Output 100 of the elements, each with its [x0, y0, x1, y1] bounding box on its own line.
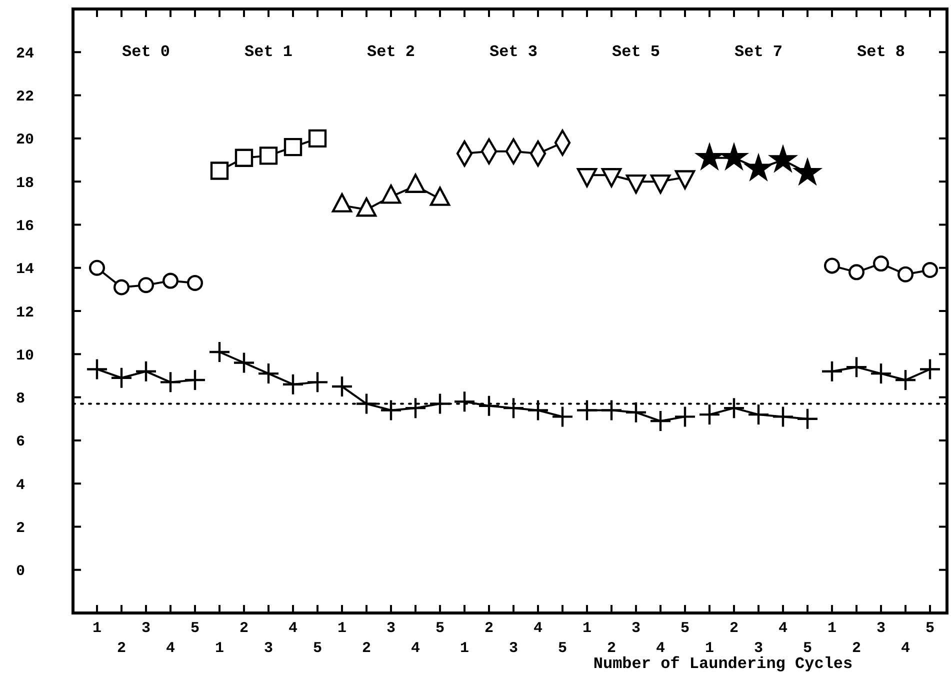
x-tick-label: 3	[264, 640, 274, 657]
x-tick-label: 3	[386, 620, 396, 637]
x-tick-label: 2	[729, 620, 739, 637]
annotation: Set 5	[612, 43, 660, 61]
y-tick-label: 14	[16, 261, 34, 278]
x-tick-label: 4	[900, 640, 910, 657]
x-tick-label: 4	[410, 640, 420, 657]
point	[918, 358, 942, 380]
x-tick-label: 2	[239, 620, 249, 637]
x-tick-label: 4	[656, 640, 666, 657]
point	[259, 146, 278, 165]
point	[86, 358, 108, 380]
point	[208, 340, 231, 364]
point	[722, 396, 746, 420]
x-tick-label: 2	[852, 640, 862, 657]
x-tick-label: 2	[606, 640, 616, 657]
x-tick-label: 1	[214, 640, 224, 657]
y-tick-label: 18	[16, 174, 34, 192]
point	[576, 399, 598, 422]
point	[330, 375, 354, 398]
point	[88, 260, 106, 276]
point	[747, 403, 770, 426]
x-tick-label: 5	[680, 620, 690, 637]
x-tick-label: 4	[288, 620, 298, 637]
point	[502, 396, 525, 420]
x-tick-label: 3	[508, 640, 518, 657]
x-tick-label: 3	[631, 620, 641, 637]
x-tick-label: 5	[435, 620, 445, 637]
x-tick-label: 1	[704, 640, 714, 657]
point	[674, 406, 696, 428]
point	[282, 373, 304, 396]
point	[894, 368, 917, 392]
annotation: Set 1	[244, 43, 293, 61]
x-tick-label: 4	[778, 620, 788, 637]
point	[897, 266, 914, 282]
x-tick-label: 3	[754, 640, 764, 657]
point	[138, 277, 154, 294]
point	[848, 264, 865, 280]
point	[234, 148, 254, 167]
x-tick-label: 1	[460, 640, 470, 657]
x-tick-label: 2	[362, 640, 372, 657]
y-tick-label: 16	[16, 218, 34, 235]
y-tick-label: 0	[16, 563, 26, 580]
point	[820, 360, 844, 382]
point	[113, 279, 130, 296]
annotation: Set 2	[366, 43, 416, 61]
x-tick-label: 5	[925, 620, 935, 637]
annotation: Set 8	[856, 43, 906, 61]
annotation: Set 3	[489, 43, 538, 61]
y-tick-label: 10	[16, 347, 34, 364]
y-tick-label: 24	[16, 45, 34, 62]
y-tick-label: 20	[16, 132, 34, 149]
y-tick-label: 8	[16, 390, 26, 408]
x-tick-label: 1	[337, 620, 347, 637]
x-tick-label: 5	[802, 640, 812, 657]
x-axis-title: Number of Laundering Cycles	[593, 655, 853, 673]
x-tick-label: 4	[533, 620, 543, 637]
point	[232, 352, 256, 374]
point	[306, 371, 329, 394]
y-tick-label: 4	[16, 476, 26, 494]
x-tick-label: 5	[312, 640, 322, 657]
point	[600, 399, 623, 422]
point	[308, 129, 327, 148]
point	[845, 356, 868, 378]
x-tick-label: 3	[141, 620, 151, 637]
y-tick-label: 22	[16, 88, 34, 106]
point	[624, 401, 648, 424]
point	[186, 274, 204, 291]
x-tick-label: 1	[827, 620, 837, 637]
point	[159, 371, 182, 394]
point	[872, 256, 890, 272]
point	[404, 396, 427, 420]
point	[478, 394, 500, 418]
point	[526, 399, 550, 422]
point	[355, 392, 378, 415]
point	[162, 272, 179, 289]
x-tick-label: 1	[92, 620, 102, 637]
point	[922, 262, 938, 278]
x-tick-label: 3	[876, 620, 886, 637]
x-tick-label: 1	[582, 620, 592, 637]
point	[380, 399, 402, 422]
point	[257, 362, 280, 385]
point	[184, 368, 206, 392]
x-tick-label: 5	[190, 620, 200, 637]
point	[698, 403, 721, 426]
point	[284, 138, 302, 156]
point	[772, 406, 794, 428]
y-tick-label: 12	[16, 304, 34, 322]
x-tick-label: 2	[116, 640, 126, 657]
point	[551, 406, 574, 428]
y-tick-label: 2	[16, 520, 26, 537]
point	[110, 366, 133, 389]
point	[796, 408, 819, 430]
x-tick-label: 2	[484, 620, 494, 637]
point	[870, 362, 892, 385]
point	[453, 390, 476, 413]
point	[210, 162, 229, 180]
point	[134, 360, 158, 382]
annotation: Set 7	[734, 43, 783, 61]
point	[824, 258, 840, 274]
